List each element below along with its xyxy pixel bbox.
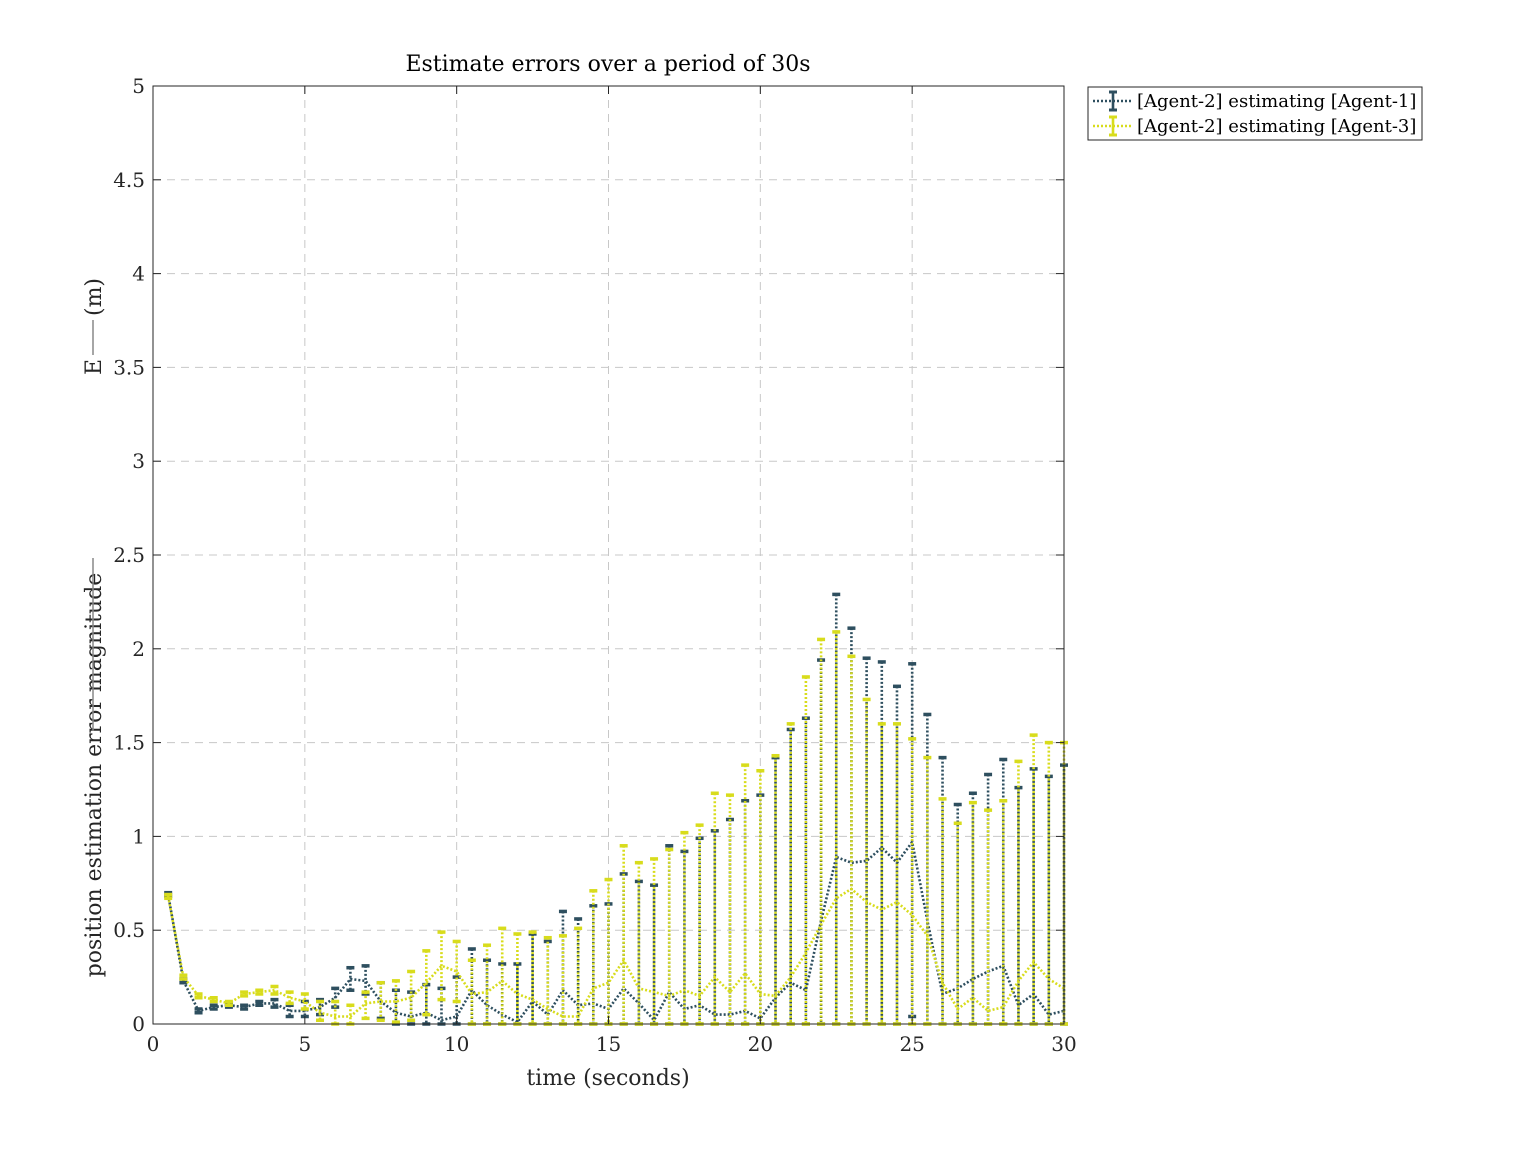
x-tick-label: 20 (748, 1032, 773, 1056)
x-tick-label: 25 (899, 1032, 924, 1056)
y-tick-label: 3.5 (113, 355, 145, 379)
y-axis-unit: (m) (82, 278, 107, 316)
y-tick-label: 0.5 (113, 918, 145, 942)
grid (153, 86, 1064, 1024)
y-axis-symbol: E (82, 359, 107, 375)
x-tick-label: 30 (1051, 1032, 1076, 1056)
legend-entry-1: [Agent-2] estimating [Agent-1] (1093, 90, 1416, 112)
y-tick-label: 2 (132, 637, 145, 661)
series-line (166, 887, 1065, 1018)
legend: [Agent-2] estimating [Agent-1] [Agent-2] … (1087, 86, 1423, 141)
axes: 0 5 10 15 20 25 30 0 0.5 1 1.5 2 2.5 3 3.5 4 4.5 5 (113, 74, 1077, 1056)
chart-title: Estimate errors over a period of 30s (405, 52, 810, 77)
x-tick-label: 5 (298, 1032, 311, 1056)
legend-entry-2: [Agent-2] estimating [Agent-3] (1093, 115, 1416, 137)
y-tick-label: 3 (132, 449, 145, 473)
legend-label: [Agent-2] estimating [Agent-3] (1137, 116, 1416, 137)
y-axis-label: position estimation error magnitude (82, 573, 107, 978)
legend-box (1087, 86, 1423, 141)
x-tick-label: 15 (596, 1032, 621, 1056)
y-tick-label: 4 (132, 262, 145, 286)
legend-label: [Agent-2] estimating [Agent-1] (1137, 91, 1416, 112)
y-tick-label: 2.5 (113, 543, 145, 567)
y-axis-title: position estimation error magnitude E (m… (82, 278, 107, 977)
y-tick-label: 1.5 (113, 731, 145, 755)
y-tick-label: 0 (132, 1012, 145, 1036)
y-tick-label: 4.5 (113, 168, 145, 192)
y-tick-label: 5 (132, 74, 145, 98)
x-axis-label: time (seconds) (526, 1066, 689, 1091)
y-tick-label: 1 (132, 824, 145, 848)
x-tick-label: 0 (147, 1032, 160, 1056)
x-tick-label: 10 (444, 1032, 469, 1056)
